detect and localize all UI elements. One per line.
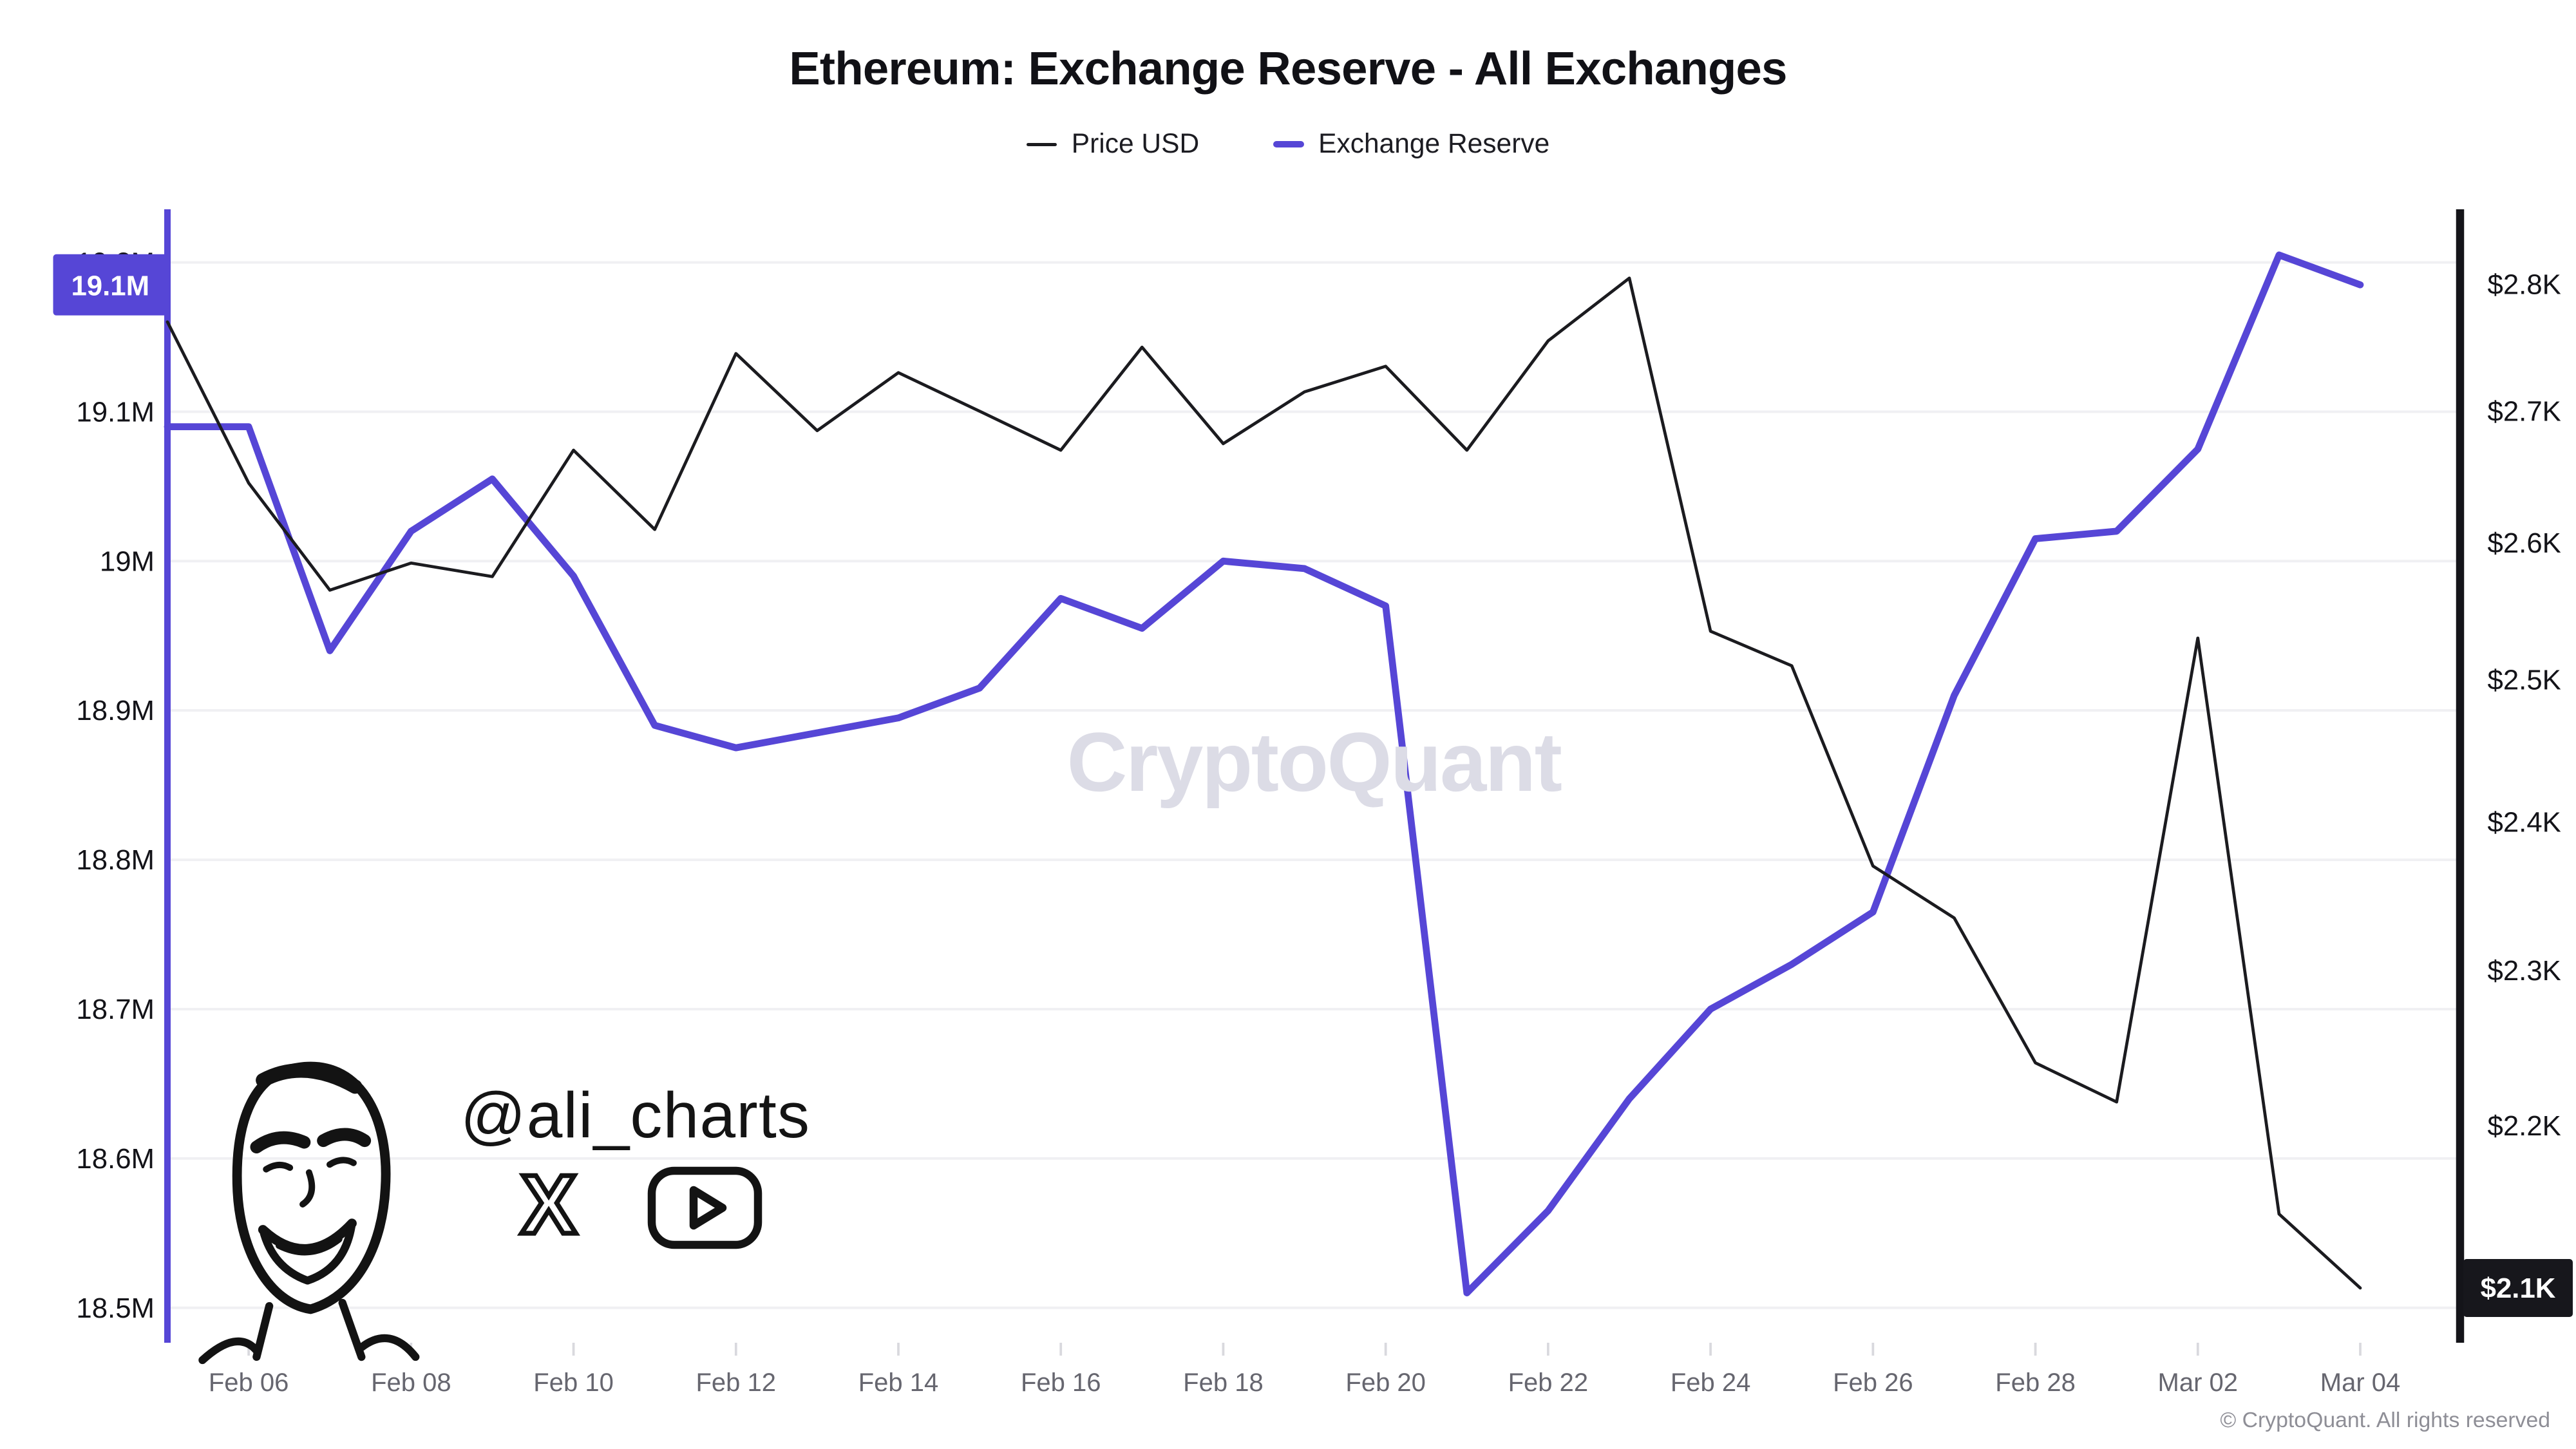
- right-tick-label: $2.2K: [2488, 1110, 2561, 1142]
- x-tick-label: Feb 16: [1021, 1368, 1101, 1397]
- x-tick-label: Feb 20: [1345, 1368, 1426, 1397]
- x-tick-label: Feb 24: [1671, 1368, 1751, 1397]
- reserve-line: [164, 251, 2364, 1296]
- svg-text:$2.1K: $2.1K: [2481, 1273, 2556, 1304]
- price-line: [166, 276, 2362, 1290]
- x-tick-label: Feb 26: [1833, 1368, 1913, 1397]
- x-tick-label: Feb 22: [1508, 1368, 1589, 1397]
- x-axis: Feb 06 Feb 08 Feb 10 Feb 12 Feb 14 Feb 16 Feb …: [209, 1343, 2400, 1397]
- x-tick-label: Feb 06: [209, 1368, 289, 1397]
- x-tick-label: Feb 28: [1995, 1368, 2076, 1397]
- price-value-badge: $2.1K: [2463, 1259, 2573, 1317]
- price-legend-dash-icon: [1026, 142, 1057, 146]
- author-attribution: @ali_charts X: [174, 1043, 810, 1365]
- x-tick-label: Feb 08: [371, 1368, 451, 1397]
- x-tick-label: Mar 04: [2320, 1368, 2401, 1397]
- legend-item-reserve[interactable]: Exchange Reserve: [1273, 129, 1549, 160]
- legend: Price USD Exchange Reserve: [0, 129, 2576, 160]
- right-tick-label: $2.7K: [2488, 396, 2561, 428]
- face-sketch-icon: [198, 1061, 420, 1365]
- reserve-value-badge: 19.1M: [53, 254, 167, 316]
- right-tick-label: $2.4K: [2488, 807, 2561, 838]
- svg-text:19.1M: 19.1M: [71, 270, 149, 302]
- svg-text:X: X: [520, 1162, 576, 1251]
- left-tick-label: 18.6M: [76, 1143, 155, 1175]
- x-tick-label: Feb 14: [858, 1368, 939, 1397]
- left-tick-label: 18.5M: [76, 1293, 155, 1324]
- grid-lines: [167, 261, 2460, 1309]
- copyright-text: © CryptoQuant. All rights reserved: [2220, 1408, 2550, 1432]
- reserve-legend-dash-icon: [1273, 141, 1304, 147]
- legend-item-price[interactable]: Price USD: [1026, 129, 1200, 160]
- right-tick-label: $2.5K: [2488, 664, 2561, 696]
- x-tick-label: Mar 02: [2158, 1368, 2239, 1397]
- left-tick-label: 19.1M: [76, 396, 155, 428]
- left-tick-label: 18.9M: [76, 695, 155, 726]
- right-tick-label: $2.3K: [2488, 955, 2561, 987]
- right-tick-label: $2.6K: [2488, 527, 2561, 559]
- x-twitter-icon: X: [518, 1162, 579, 1253]
- left-tick-label: 19M: [100, 545, 155, 577]
- x-tick-label: Feb 12: [696, 1368, 777, 1397]
- youtube-icon: [647, 1166, 762, 1249]
- x-tick-label: Feb 18: [1183, 1368, 1264, 1397]
- legend-label-reserve: Exchange Reserve: [1318, 129, 1550, 159]
- x-tick-label: Feb 10: [533, 1368, 614, 1397]
- chart-title: Ethereum: Exchange Reserve - All Exchang…: [789, 43, 1787, 95]
- left-tick-label: 18.8M: [76, 844, 155, 876]
- left-tick-label: 18.7M: [76, 994, 155, 1025]
- right-axis-labels: $2.8K$2.7K$2.6K$2.5K$2.4K$2.3K$2.2K$2.1K: [2488, 269, 2561, 1305]
- right-tick-label: $2.8K: [2488, 269, 2561, 301]
- author-handle: @ali_charts: [460, 1079, 811, 1151]
- legend-label-price: Price USD: [1071, 129, 1200, 159]
